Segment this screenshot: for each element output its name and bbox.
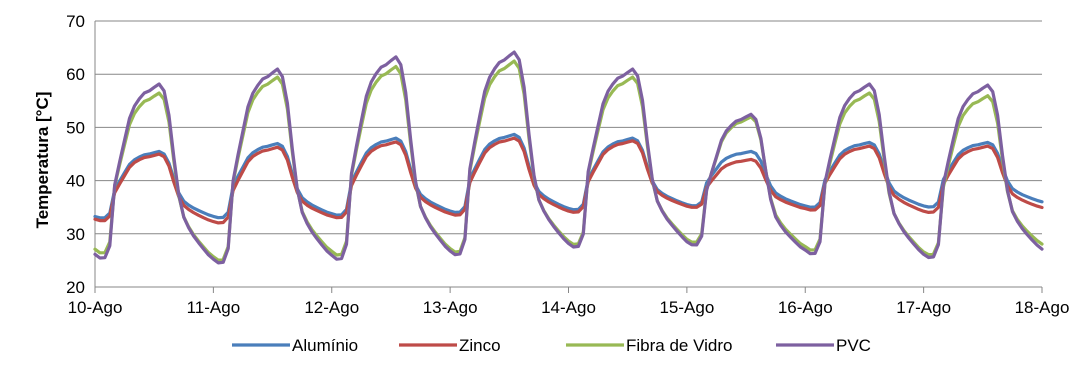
x-tick-label: 10-Ago [68, 298, 123, 317]
y-tick-label: 20 [66, 278, 85, 297]
x-tick-label: 17-Ago [896, 298, 951, 317]
series-line [93, 136, 1044, 225]
x-tick-labels: 10-Ago 11-Ago 12-Ago 13-Ago 14-Ago 15-Ago 16-A… [68, 298, 1070, 317]
y-tick-label: 50 [66, 118, 85, 137]
x-tick-label: 12-Ago [304, 298, 359, 317]
x-tick-label: 11-Ago [187, 298, 241, 317]
legend-label: Alumínio [292, 336, 358, 355]
x-tick-label: 18-Ago [1015, 298, 1070, 317]
series-line [93, 132, 1044, 220]
y-tick-label: 40 [66, 172, 85, 191]
legend-label: Fibra de Vidro [626, 336, 732, 355]
series-line [93, 50, 1044, 265]
y-tick-label: 70 [66, 12, 85, 31]
y-tick-labels: 20 30 40 50 60 70 [66, 12, 85, 297]
y-axis-title: Temperatura [°C] [33, 92, 52, 229]
x-tick-label: 16-Ago [778, 298, 833, 317]
x-tick-label: 13-Ago [423, 298, 478, 317]
y-tick-label: 30 [66, 225, 85, 244]
legend-label: Zinco [459, 336, 501, 355]
x-tick-label: 14-Ago [541, 298, 596, 317]
legend-label: PVC [836, 336, 871, 355]
axes [94, 21, 1043, 293]
x-tick-label: 15-Ago [659, 298, 714, 317]
y-tick-label: 60 [66, 65, 85, 84]
legend: Alumínio Zinco Fibra de Vidro PVC [232, 336, 871, 355]
series-layer [93, 50, 1044, 265]
